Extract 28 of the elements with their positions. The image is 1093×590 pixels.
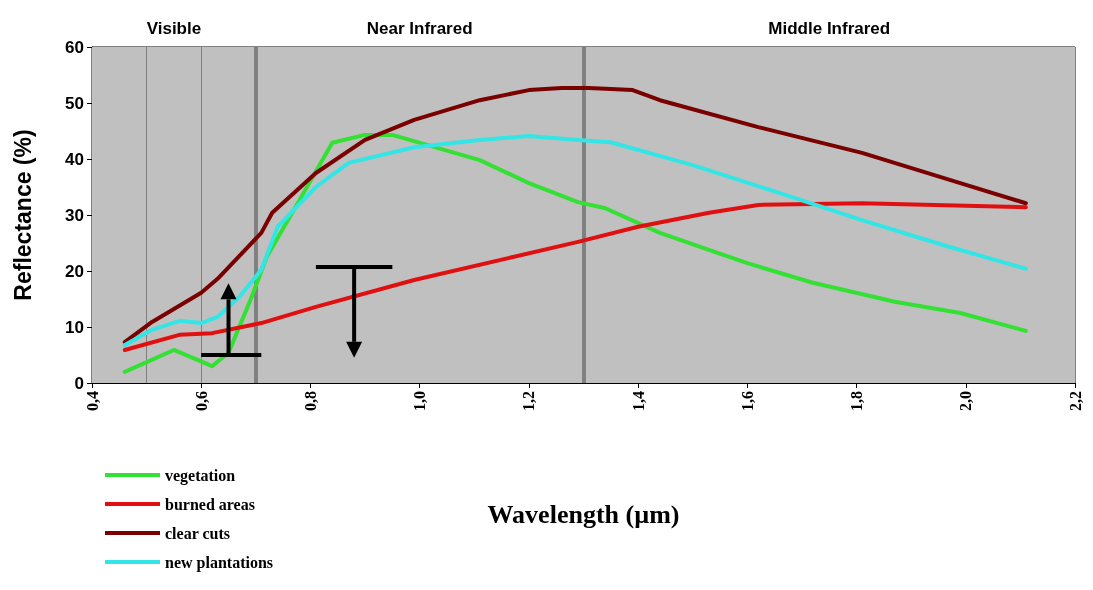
x-tick-label: 1,0 <box>411 391 429 411</box>
line-series <box>122 85 1028 345</box>
legend-label: vegetation <box>165 466 236 485</box>
x-tick-label: 2,2 <box>1066 391 1084 411</box>
y-tick-label: 40 <box>65 149 84 169</box>
y-axis-title: Reflectance (%) <box>9 129 36 301</box>
y-tick-label: 50 <box>65 93 84 113</box>
x-tick-label: 1,4 <box>629 391 647 411</box>
y-tick-label: 20 <box>65 261 84 281</box>
x-tick-label: 0,8 <box>301 391 319 411</box>
legend-label: clear cuts <box>165 524 231 542</box>
y-tick-label: 60 <box>65 37 84 57</box>
x-tick-label: 2,0 <box>957 391 975 411</box>
x-axis-title: Wavelength (µm) <box>487 499 680 529</box>
x-tick-label: 1,2 <box>520 391 538 411</box>
y-tick-label: 30 <box>65 205 84 225</box>
legend-label: new plantations <box>165 553 274 572</box>
y-tick-label: 0 <box>74 373 84 393</box>
band-label: Visible <box>146 19 202 38</box>
line-series <box>122 201 1028 352</box>
band-label: Middle Infrared <box>768 19 891 38</box>
x-tick-label: 0,6 <box>192 391 210 411</box>
x-tick-label: 0,4 <box>83 391 101 411</box>
legend-label: burned areas <box>165 495 255 513</box>
band-label: Near Infrared <box>366 19 473 38</box>
y-tick-label: 10 <box>65 317 84 337</box>
x-tick-label: 1,6 <box>738 391 756 411</box>
x-tick-label: 1,8 <box>848 391 866 411</box>
